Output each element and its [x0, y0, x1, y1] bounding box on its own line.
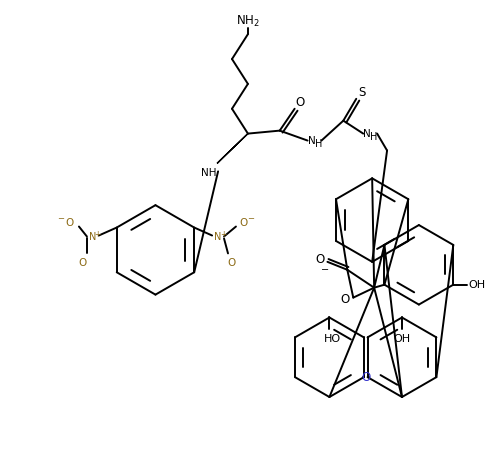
- Text: O: O: [65, 218, 73, 227]
- Text: O: O: [79, 258, 87, 269]
- Text: S: S: [359, 86, 366, 99]
- Text: O: O: [316, 253, 325, 266]
- Text: +: +: [95, 230, 101, 239]
- Text: −: −: [322, 265, 329, 275]
- Text: H: H: [370, 132, 378, 142]
- Text: N: N: [214, 233, 222, 242]
- Text: O: O: [361, 371, 370, 383]
- Text: +: +: [220, 230, 226, 239]
- Text: −: −: [247, 214, 254, 223]
- Text: N: N: [364, 128, 371, 139]
- Text: O: O: [228, 258, 236, 269]
- Text: N: N: [307, 135, 315, 146]
- Text: O: O: [240, 218, 248, 227]
- Text: OH: OH: [468, 280, 486, 290]
- Polygon shape: [217, 134, 248, 163]
- Text: N: N: [89, 233, 97, 242]
- Text: O: O: [341, 293, 350, 306]
- Text: OH: OH: [393, 334, 410, 344]
- Text: HO: HO: [324, 334, 341, 344]
- Text: H: H: [315, 139, 322, 149]
- Text: NH$_2$: NH$_2$: [236, 14, 260, 29]
- Text: NH: NH: [202, 169, 217, 178]
- Text: O: O: [295, 96, 304, 109]
- Text: −: −: [58, 214, 64, 223]
